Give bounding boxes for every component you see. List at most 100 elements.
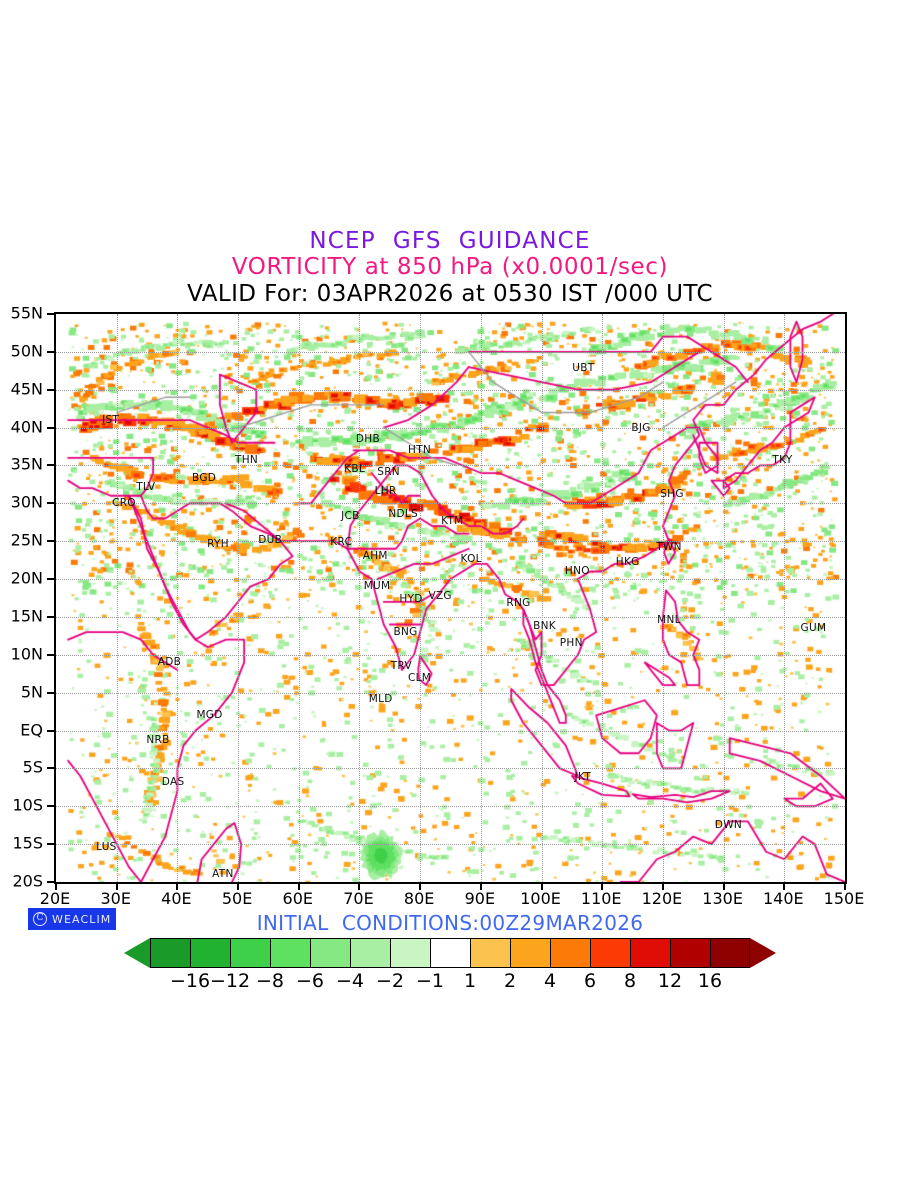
- x-axis-tick: [722, 883, 725, 890]
- colorbar-segment-11: [590, 938, 630, 968]
- graticule-parallel: [56, 768, 845, 770]
- colorbar-tick-5: −2: [375, 970, 405, 992]
- graticule-parallel: [56, 503, 845, 505]
- city-label-mld: MLD: [368, 692, 393, 705]
- graticule-parallel: [56, 844, 845, 846]
- graticule-meridian: [784, 314, 786, 882]
- y-axis-label: 10N: [10, 644, 43, 664]
- x-axis-label: 40E: [161, 889, 192, 908]
- y-axis-tick: [47, 426, 54, 429]
- y-axis-tick: [47, 350, 54, 353]
- city-label-ktm: KTM: [441, 514, 464, 527]
- colorbar-segment-6: [390, 938, 430, 968]
- colorbar-tick-3: −6: [295, 970, 325, 992]
- graticule-parallel: [56, 465, 845, 467]
- graticule-parallel: [56, 806, 845, 808]
- city-label-vzg: VZG: [428, 590, 452, 603]
- y-axis-label: 5S: [22, 757, 43, 777]
- y-axis-label: 50N: [10, 341, 43, 361]
- y-axis-label: 25N: [10, 530, 43, 550]
- y-axis-tick: [47, 313, 54, 315]
- colorbar-tick-labels: −16 −12 −8 −6 −4 −2 −1 1 2 4 6 8 12 16: [0, 970, 900, 994]
- colorbar-segments: [150, 938, 750, 968]
- city-label-ist: IST: [102, 414, 120, 427]
- x-axis-tick: [115, 883, 118, 890]
- colorbar: −16 −12 −8 −6 −4 −2 −1 1 2 4 6 8 12 16: [0, 938, 900, 996]
- city-label-bng: BNG: [393, 626, 418, 639]
- x-axis-label: 100E: [520, 889, 561, 908]
- y-axis-label: 45N: [10, 379, 43, 399]
- colorbar-tick-1: −12: [209, 970, 251, 992]
- x-axis-label: 120E: [641, 889, 683, 908]
- graticule-meridian: [177, 314, 179, 882]
- colorbar-arrow-high: [750, 938, 776, 968]
- y-axis-tick: [47, 691, 54, 694]
- x-axis-tick: [176, 883, 179, 890]
- y-axis-label: 5N: [20, 682, 43, 702]
- y-axis-tick: [47, 805, 54, 808]
- colorbar-tick-13: 16: [697, 970, 723, 992]
- graticule-parallel: [56, 579, 845, 581]
- weaclim-badge[interactable]: C WEACLIM: [28, 908, 116, 930]
- colorbar-arrow-low: [124, 938, 150, 968]
- x-axis-label: 20E: [39, 889, 71, 908]
- x-axis-label: 90E: [464, 889, 496, 908]
- y-axis-label: 35N: [10, 454, 43, 474]
- graticule-meridian: [480, 314, 482, 882]
- copyright-icon: C: [33, 912, 47, 926]
- x-axis-tick: [479, 883, 482, 890]
- city-label-mum: MUM: [363, 579, 391, 592]
- title-block: NCEP GFS GUIDANCE VORTICITY at 850 hPa (…: [0, 228, 900, 308]
- colorbar-tick-6: −1: [415, 970, 445, 992]
- colorbar-segment-5: [350, 938, 390, 968]
- valid-time-text: VALID For: 03APR2026 at 0530 IST /000 UT…: [187, 281, 713, 307]
- colorbar-segment-2: [230, 938, 270, 968]
- graticule-meridian: [602, 314, 604, 882]
- colorbar-tick-4: −4: [335, 970, 365, 992]
- y-axis-label: 20N: [10, 568, 43, 588]
- city-label-srn: SRN: [377, 466, 400, 479]
- x-axis-label: 130E: [702, 889, 743, 908]
- y-axis-tick: [47, 767, 54, 770]
- city-label-tlv: TLV: [136, 481, 156, 494]
- city-label-tky: TKY: [772, 454, 793, 467]
- colorbar-segment-1: [190, 938, 230, 968]
- graticule-parallel: [56, 541, 845, 543]
- colorbar-segment-8: [470, 938, 510, 968]
- city-label-mnl: MNL: [657, 613, 681, 626]
- x-axis-tick: [783, 883, 786, 890]
- x-axis-label: 150E: [823, 889, 865, 908]
- colorbar-tick-0: −16: [169, 970, 211, 992]
- city-label-dwn: DWN: [714, 819, 743, 832]
- colorbar-segment-3: [270, 938, 310, 968]
- y-axis-label: 15S: [12, 833, 43, 853]
- map-plot-area[interactable]: IST TLV CRO BGD THN RYH DUB KBL DHB HTN SRN LHR JCB N…: [54, 312, 847, 884]
- city-label-gum: GUM: [800, 622, 827, 635]
- city-label-kbl: KBL: [344, 463, 366, 476]
- y-axis-label: 40N: [10, 417, 43, 437]
- city-label-mgd: MGD: [196, 709, 223, 722]
- city-label-ahm: AHM: [362, 550, 388, 563]
- graticule-meridian: [298, 314, 300, 882]
- x-axis-tick: [358, 883, 361, 890]
- city-label-rng: RNG: [506, 597, 531, 610]
- colorbar-tick-2: −8: [255, 970, 285, 992]
- graticule-meridian: [662, 314, 664, 882]
- city-label-cro: CRO: [112, 497, 136, 510]
- city-label-phn: PHN: [559, 636, 583, 649]
- y-axis-tick: [47, 388, 54, 391]
- x-axis-tick: [844, 883, 846, 890]
- graticule-parallel: [56, 692, 845, 694]
- graticule-parallel: [56, 654, 845, 656]
- city-label-adb: ADB: [157, 656, 182, 669]
- colorbar-segment-10: [550, 938, 590, 968]
- y-axis-label: 55N: [10, 303, 43, 323]
- city-label-hkg: HKG: [615, 555, 640, 568]
- y-axis-tick: [47, 464, 54, 467]
- city-label-ubt: UBT: [572, 361, 595, 374]
- city-label-shg: SHG: [660, 488, 684, 501]
- colorbar-tick-9: 4: [543, 970, 557, 992]
- initial-conditions-caption: INITIAL CONDITIONS:00Z29MAR2026: [256, 911, 644, 935]
- city-label-clm: CLM: [407, 672, 432, 685]
